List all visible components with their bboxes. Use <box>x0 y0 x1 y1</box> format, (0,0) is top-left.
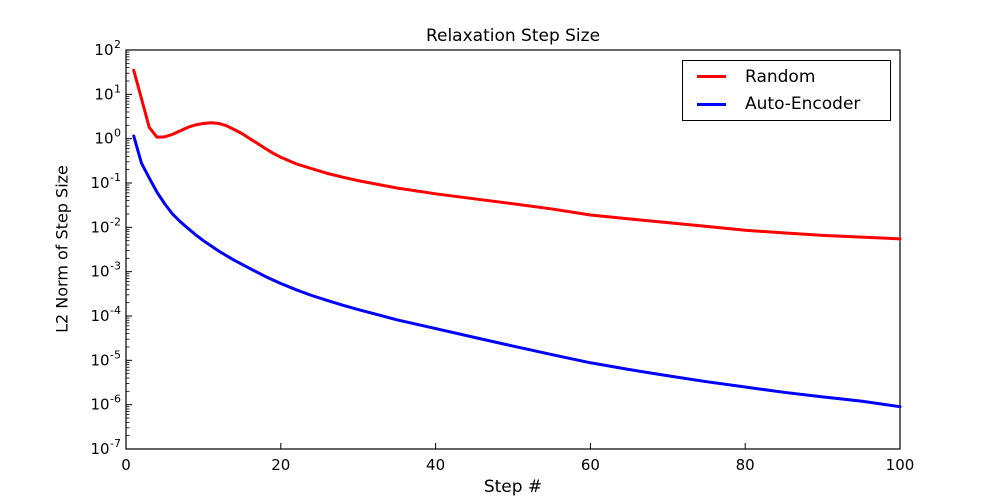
y-tick-label: 10-4 <box>90 304 121 325</box>
x-axis-label: Step # <box>483 477 543 497</box>
y-tick-label: 10-2 <box>90 215 121 236</box>
chart-title: Relaxation Step Size <box>425 26 601 46</box>
x-tick-label: 80 <box>736 456 755 474</box>
y-tick-label: 10-1 <box>90 171 121 192</box>
legend-label-auto-encoder: Auto-Encoder <box>745 94 861 115</box>
axes-box <box>125 49 901 450</box>
x-tick-label: 0 <box>121 456 131 474</box>
y-tick-label: 100 <box>94 127 121 148</box>
y-tick-label: 10-6 <box>90 393 121 414</box>
x-tick-label: 20 <box>271 456 290 474</box>
random-line-swatch-icon <box>697 75 726 79</box>
legend-item-random: Random <box>683 63 890 90</box>
y-tick-label: 10-3 <box>90 260 121 281</box>
legend-label-random: Random <box>745 66 816 87</box>
x-tick-label: 60 <box>581 456 600 474</box>
x-tick-label: 40 <box>426 456 445 474</box>
legend: Random Auto-Encoder <box>682 60 891 121</box>
legend-item-auto-encoder: Auto-Encoder <box>683 91 890 118</box>
auto-encoder-line-swatch-icon <box>697 102 726 106</box>
x-tick-label: 100 <box>886 456 915 474</box>
y-tick-label: 102 <box>94 38 121 59</box>
y-tick-label: 10-5 <box>90 348 121 369</box>
random-series-line <box>132 68 902 241</box>
auto-encoder-series-line <box>132 134 902 409</box>
y-tick-label: 101 <box>94 82 121 103</box>
y-tick-label: 10-7 <box>90 437 121 458</box>
